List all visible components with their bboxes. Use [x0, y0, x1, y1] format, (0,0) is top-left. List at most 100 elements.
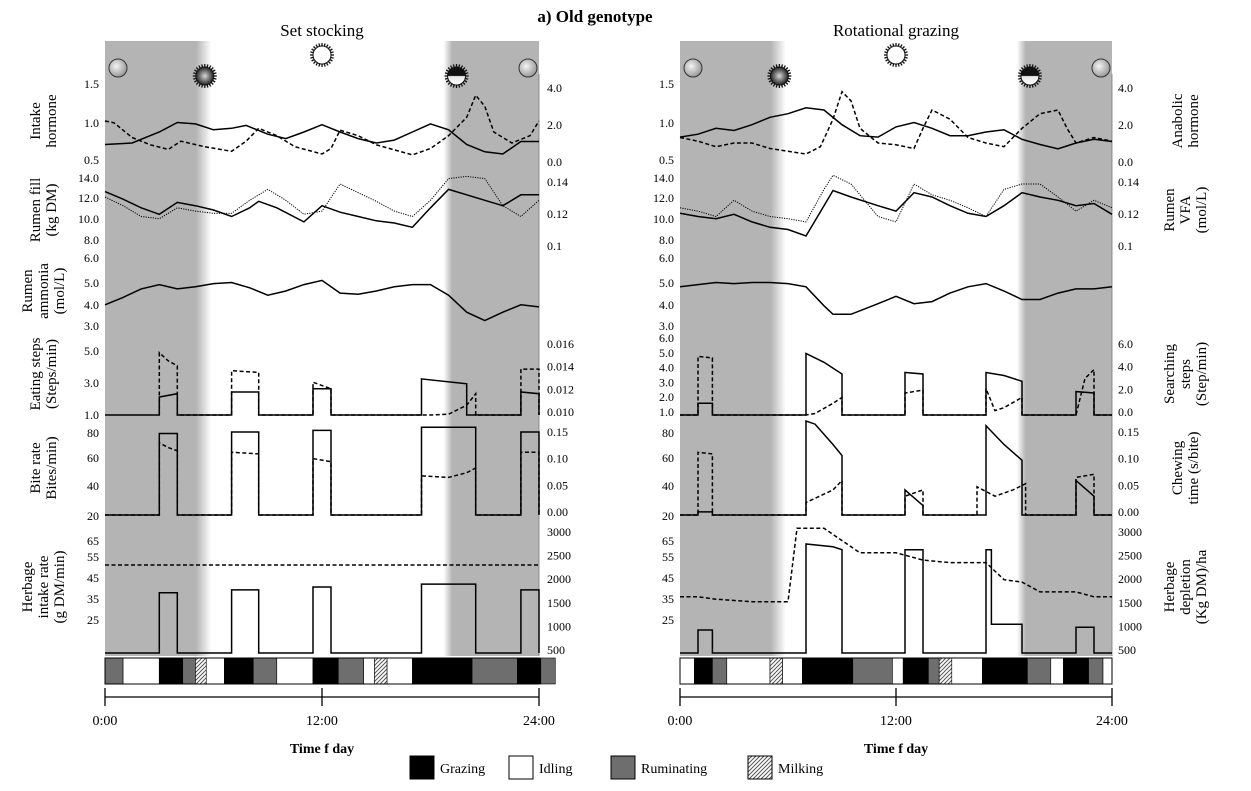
rumen-axis-label: RumenVFA(mol/L)	[1162, 187, 1210, 234]
sunrise-icon	[192, 64, 217, 88]
axis-label-line: Herbage	[20, 561, 36, 612]
herbage-axis-label: Herbagedepletion(Kg DM)/ha	[1162, 549, 1210, 624]
sun-ray	[901, 46, 905, 50]
ruminating-segment	[337, 657, 364, 685]
right-tick-label: 1500	[547, 596, 571, 610]
sun-ray	[323, 63, 326, 67]
rumen-dotted-series	[679, 174, 1113, 223]
ruminating-swatch	[610, 755, 636, 780]
right-tick-label: 0.1	[547, 239, 562, 253]
axis-label-line: (Kg DM)/ha	[1194, 549, 1210, 624]
x-axis-title: Time f day	[864, 742, 928, 757]
sun-ray	[465, 72, 469, 75]
idling-segment	[363, 657, 375, 685]
right-tick-label: 0.012	[547, 382, 574, 396]
rumen-panel: 14.0 12.0 10.0 8.0 0.14 0.12 0.1 Rumen fill(kg …	[28, 171, 568, 253]
axis-label-line: Bites/min)	[44, 436, 60, 499]
sun-ray	[195, 81, 199, 85]
milking-segment	[769, 657, 783, 685]
left-tick-label: 0.5	[659, 153, 674, 167]
milking-segment	[938, 657, 953, 685]
sun-ray	[318, 43, 321, 47]
left-tick-label: 3.0	[84, 319, 99, 333]
ruminating-segment	[1027, 657, 1052, 685]
axis-label-line: Rumen	[1162, 188, 1178, 232]
left-tick-label: 80	[87, 426, 99, 440]
sun-ray	[1020, 67, 1025, 71]
axis-label-line: (Steps/min)	[44, 339, 60, 409]
activity-bar	[679, 657, 1113, 685]
time-tick-label: 0:00	[668, 714, 693, 729]
right-tick-label: 3000	[547, 525, 571, 539]
ruminating-segment	[712, 657, 728, 685]
sun-ray	[785, 67, 789, 71]
right-tick-label: 0.12	[547, 207, 568, 221]
left-tick-label: 2.0	[659, 390, 674, 404]
left-tick-label: 55	[87, 550, 99, 564]
axis-label-line: Eating steps	[28, 337, 44, 410]
rumen-solid-series	[679, 189, 1113, 237]
grazing-swatch	[409, 755, 435, 780]
right-tick-label: 0.014	[547, 360, 574, 374]
sun-ray	[310, 51, 314, 54]
axis-label-line: (Step/min)	[1194, 342, 1210, 406]
herbage-solid-series	[680, 543, 1112, 654]
sun-ray	[330, 51, 334, 54]
sun-ray	[1019, 69, 1023, 73]
left-tick-label: 14.0	[78, 171, 99, 185]
sun-ray	[447, 81, 451, 85]
time-tick-label: 12:00	[880, 714, 912, 729]
hormone-solid-series	[104, 121, 539, 155]
sun-ray	[885, 48, 889, 52]
axis-label-line: hormone	[1186, 94, 1202, 148]
left-tick-label: 0.5	[84, 153, 99, 167]
left-tick-label: 65	[662, 534, 674, 548]
sun-ray	[887, 60, 891, 64]
sun-ray	[1018, 77, 1022, 80]
hormone-dashed-series	[104, 93, 540, 156]
sun-ray	[445, 79, 450, 83]
right-tick-label: 0.05	[1118, 478, 1139, 492]
sun-ray	[1018, 72, 1022, 75]
rumen-panel: 14.0 12.0 10.0 8.0 0.14 0.12 0.1 RumenVFA(mol/L…	[653, 171, 1210, 253]
eating-panel: 6.05.04.03.02.01.06.04.02.00.0Searchings…	[659, 331, 1210, 419]
bite-dashed-series	[105, 441, 540, 516]
bite-panel: 80 60 40 20 0.15 0.10 0.05 0.00 Chewingtime (s/b…	[662, 419, 1202, 523]
grazing-segment	[224, 657, 254, 685]
left-tick-label: 12.0	[78, 191, 99, 205]
right-tick-label: 0.1	[1118, 239, 1133, 253]
axis-label-line: Searching	[1162, 344, 1178, 404]
left-tick-label: 40	[662, 479, 674, 493]
legend: Grazing Idling Ruminating Milking	[409, 755, 823, 780]
left-tick-label: 40	[87, 479, 99, 493]
right-tick-label: 2.0	[1118, 118, 1133, 132]
hormone-axis-label: Anabolichormone	[1170, 93, 1202, 148]
moon-icon	[518, 58, 538, 78]
right-tick-label: 4.0	[1118, 360, 1133, 374]
eating-axis-label: Searchingsteps(Step/min)	[1162, 342, 1210, 406]
left-tick-label: 10.0	[78, 212, 99, 226]
axis-label-line: Rumen	[20, 269, 36, 313]
sun-ray	[1020, 81, 1025, 85]
bite-dashed-series	[680, 451, 1112, 516]
right-tick-label: 500	[547, 643, 565, 657]
sun-ray	[310, 56, 314, 59]
right-tick-label: 1000	[547, 619, 571, 633]
herbage-axis-label: Herbageintake rate(g DM/min)	[20, 551, 68, 624]
left-tick-label: 60	[662, 451, 674, 465]
right-tick-label: 0.0	[1118, 405, 1133, 419]
sun-ray	[786, 69, 791, 73]
activity-bar-border	[679, 657, 1113, 685]
bite-axis-label: Bite rateBites/min)	[28, 436, 60, 499]
day-night-background	[680, 41, 1112, 656]
noon-sun-icon	[310, 43, 334, 67]
axis-label-line: Bite rate	[28, 442, 44, 494]
left-tick-label: 25	[87, 613, 99, 627]
right-tick-label: 0.14	[1118, 175, 1139, 189]
left-tick-label: 6.0	[659, 251, 674, 265]
axis-label-line: (mol/L)	[1194, 187, 1210, 234]
sun-disc	[886, 45, 906, 65]
grazing-segment	[516, 657, 542, 685]
right-tick-label: 0.15	[1118, 425, 1139, 439]
time-tick-label: 24:00	[1096, 714, 1128, 729]
